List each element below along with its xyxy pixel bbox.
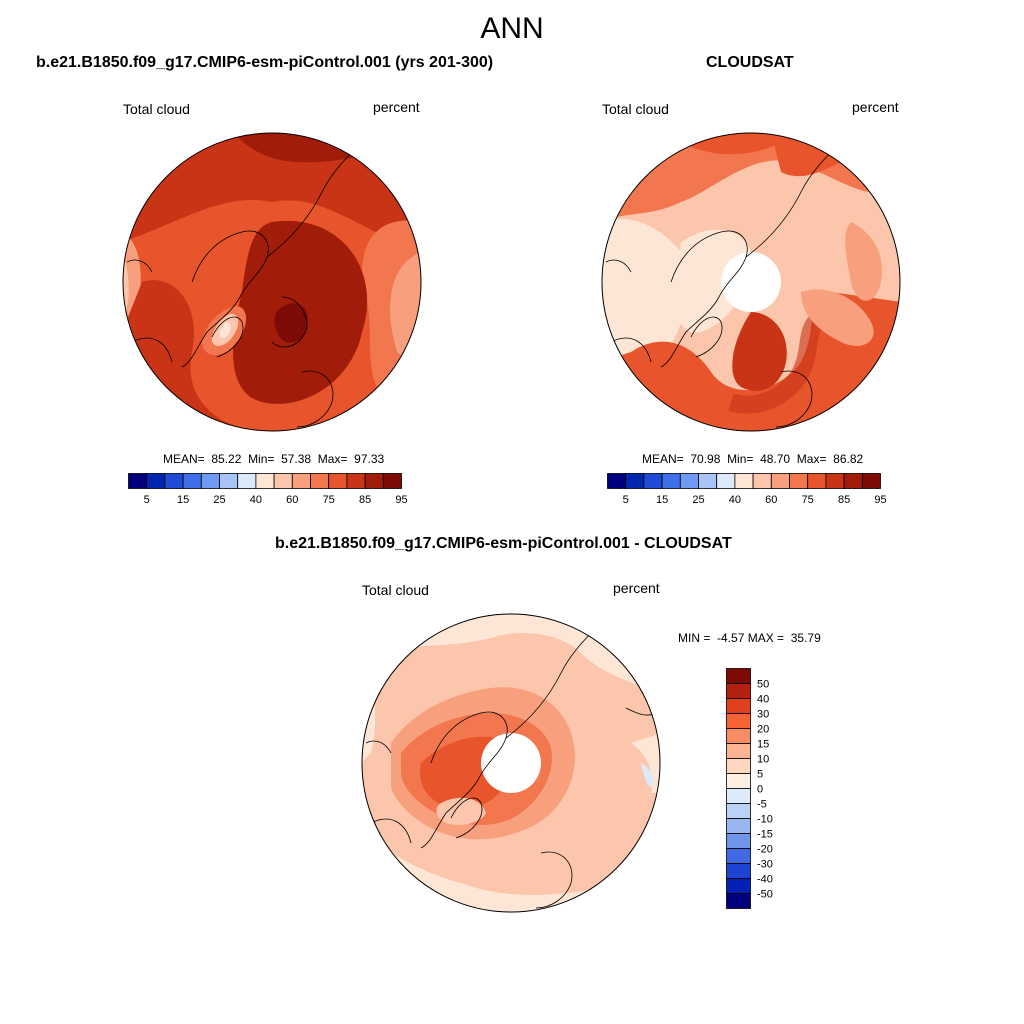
panel3-colorbar-tick-label: -10 (757, 814, 773, 826)
panel3-colorbar-tick-label: 15 (757, 739, 769, 751)
panel2-colorbar-tick-label: 85 (838, 494, 850, 506)
panel3-colorbar-tick-label: 10 (757, 754, 769, 766)
panel3-colorbar-tick-label: -20 (757, 844, 773, 856)
panel2-variable-label: Total cloud (602, 101, 669, 117)
panel1-colorbar-swatch (273, 473, 293, 489)
panel2-colorbar-swatch (825, 473, 845, 489)
panel2-colorbar-swatch (734, 473, 754, 489)
panel1-colorbar-swatch (382, 473, 402, 489)
panel2-colorbar-swatch (661, 473, 681, 489)
panel2-colorbar-swatch (643, 473, 663, 489)
panel1-colorbar-swatch (237, 473, 257, 489)
panel3-colorbar-swatch (726, 803, 751, 819)
panel1-colorbar-tick-label: 60 (286, 494, 298, 506)
panel1-colorbar-tick-label: 85 (359, 494, 371, 506)
panel1-colorbar: 5 15 25 40 60 75 85 95 (128, 473, 408, 506)
panel3-colorbar-swatch (726, 668, 751, 684)
panel3-colorbar-swatch (726, 683, 751, 699)
figure-title: ANN (480, 12, 544, 45)
panel3-colorbar-swatch (726, 758, 751, 774)
panel1-colorbar-tick-label: 40 (250, 494, 262, 506)
panel1-colorbar-swatch (255, 473, 275, 489)
panel2-stats: MEAN= 70.98 Min= 48.70 Max= 86.82 (642, 452, 864, 466)
panel3-colorbar-tick-label: 20 (757, 724, 769, 736)
panel3-colorbar-swatch (726, 728, 751, 744)
panel1-colorbar-swatch (164, 473, 184, 489)
panel2-colorbar: 5 15 25 40 60 75 85 95 (607, 473, 887, 506)
panel1-colorbar-swatch (346, 473, 366, 489)
panel3-colorbar-tick-label: -5 (757, 799, 767, 811)
panel2-units-label: percent (852, 99, 899, 115)
panel2-colorbar-swatch (789, 473, 809, 489)
panel2-colorbar-swatch (861, 473, 881, 489)
panel3-colorbar-tick-label: 5 (757, 769, 763, 781)
panel3-colorbar-swatch (726, 773, 751, 789)
panel3-title: b.e21.B1850.f09_g17.CMIP6-esm-piControl.… (275, 535, 732, 552)
panel2-colorbar-tick-label: 40 (729, 494, 741, 506)
panel3-colorbar-swatch (726, 713, 751, 729)
panel2-colorbar-swatch (607, 473, 627, 489)
panel2-colorbar-tick-label: 15 (656, 494, 668, 506)
panel1-colorbar-tick-label: 95 (395, 494, 407, 506)
panel1-colorbar-swatch (310, 473, 330, 489)
panel2-polar-map (601, 132, 901, 432)
panel1-colorbar-swatch (182, 473, 202, 489)
panel3-colorbar-tick-label: 0 (757, 784, 763, 796)
panel3-colorbar-swatch (726, 848, 751, 864)
panel2-colorbar-swatch (807, 473, 827, 489)
panel1-units-label: percent (373, 99, 420, 115)
panel3-colorbar-tick-label: -30 (757, 859, 773, 871)
panel3-polar-map (361, 613, 661, 913)
panel3-units-label: percent (613, 580, 660, 596)
panel1-colorbar-tick-label: 15 (177, 494, 189, 506)
panel2-colorbar-swatch (679, 473, 699, 489)
panel2-colorbar-swatch (625, 473, 645, 489)
panel1-colorbar-swatch (328, 473, 348, 489)
panel3-colorbar-tick-label: -40 (757, 874, 773, 886)
panel1-colorbar-tick-label: 5 (144, 494, 150, 506)
panel1-colorbar-swatch (128, 473, 148, 489)
panel2-colorbar-tick-label: 60 (765, 494, 777, 506)
panel3-variable-label: Total cloud (362, 582, 429, 598)
panel2-colorbar-tick-label: 95 (874, 494, 886, 506)
panel1-colorbar-tick-label: 25 (213, 494, 225, 506)
panel1-colorbar-swatch (146, 473, 166, 489)
panel1-polar-map (122, 132, 422, 432)
panel1-colorbar-swatch (364, 473, 384, 489)
panel2-colorbar-swatch (770, 473, 790, 489)
panel3-colorbar-swatch (726, 788, 751, 804)
panel3-colorbar-swatch (726, 893, 751, 909)
panel1-colorbar-swatch (291, 473, 311, 489)
panel1-colorbar-swatch (219, 473, 239, 489)
panel3-colorbar-swatch (726, 743, 751, 759)
panel1-stats: MEAN= 85.22 Min= 57.38 Max= 97.33 (163, 452, 385, 466)
panel3-colorbar-tick-label: 30 (757, 709, 769, 721)
panel3-colorbar-swatch (726, 863, 751, 879)
panel3-colorbar-swatch (726, 878, 751, 894)
panel2-colorbar-swatch (752, 473, 772, 489)
panel1-colorbar-tick-label: 75 (323, 494, 335, 506)
panel2-colorbar-tick-label: 75 (802, 494, 814, 506)
panel2-colorbar-swatch (843, 473, 863, 489)
panel1-title: b.e21.B1850.f09_g17.CMIP6-esm-piControl.… (36, 54, 494, 71)
panel2-colorbar-swatch (716, 473, 736, 489)
panel1-variable-label: Total cloud (123, 101, 190, 117)
panel3-colorbar-swatch (726, 818, 751, 834)
panel1-colorbar-swatch (200, 473, 220, 489)
panel3-stats: MIN = -4.57 MAX = 35.79 (678, 631, 821, 645)
panel2-colorbar-swatch (698, 473, 718, 489)
panel3-colorbar-tick-label: -15 (757, 829, 773, 841)
panel3-colorbar-tick-label: 40 (757, 694, 769, 706)
panel2-title: CLOUDSAT (706, 54, 794, 71)
panel3-colorbar-tick-label: 50 (757, 679, 769, 691)
panel3-colorbar-swatch (726, 698, 751, 714)
panel2-colorbar-tick-label: 25 (692, 494, 704, 506)
panel2-colorbar-tick-label: 5 (623, 494, 629, 506)
panel3-colorbar-tick-label: -50 (757, 889, 773, 901)
panel3-colorbar-swatch (726, 833, 751, 849)
